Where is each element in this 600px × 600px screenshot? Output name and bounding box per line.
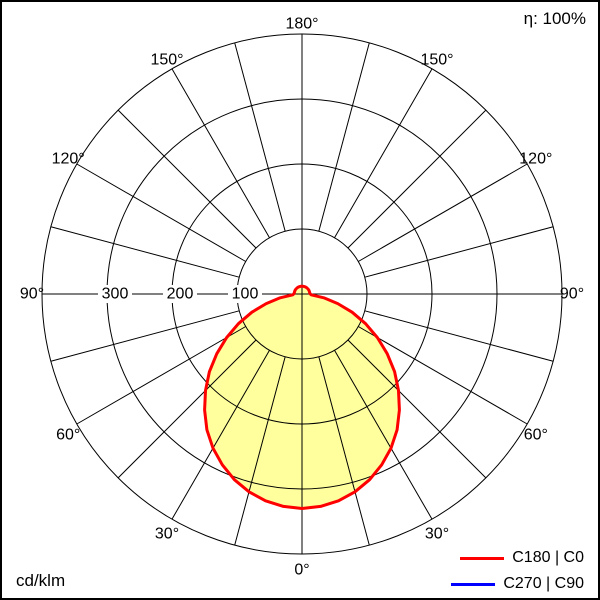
grid-spoke xyxy=(358,163,528,262)
radial-tick-bg xyxy=(163,285,197,303)
angle-label: 60° xyxy=(524,427,548,444)
radial-tick-bg xyxy=(228,285,262,303)
grid-spoke xyxy=(171,68,270,238)
legend-line-c270-c90-icon xyxy=(451,582,496,586)
radial-tick-label: 200 xyxy=(167,286,194,303)
grid-spoke xyxy=(364,226,554,278)
angle-label: 90° xyxy=(20,286,44,303)
radial-tick-label: 300 xyxy=(102,286,129,303)
grid-spoke xyxy=(50,310,240,362)
legend-label-c180-c0: C180 | C0 xyxy=(512,549,584,566)
angle-label: 120° xyxy=(52,151,85,168)
legend-item-c270-c90: C270 | C90 xyxy=(451,573,584,595)
grid-spoke xyxy=(234,356,286,546)
radial-tick-label: 100 xyxy=(232,286,259,303)
angle-label: 180° xyxy=(285,16,318,33)
grid-spoke xyxy=(347,339,487,479)
grid-spoke xyxy=(117,339,257,479)
grid-spoke xyxy=(334,68,433,238)
legend-label-c270-c90: C270 | C90 xyxy=(503,575,584,592)
legend-item-c180-c0: C180 | C0 xyxy=(451,547,584,569)
efficiency-label: η: 100% xyxy=(523,9,586,28)
grid-spoke xyxy=(234,42,286,232)
grid-spoke xyxy=(171,350,270,520)
radial-tick-bg xyxy=(98,285,132,303)
angle-label: 150° xyxy=(150,52,183,69)
legend: C180 | C0 C270 | C90 xyxy=(451,547,584,595)
grid-spoke xyxy=(76,163,246,262)
grid-spoke xyxy=(318,356,370,546)
grid-spoke xyxy=(50,226,240,278)
angle-label: 90° xyxy=(560,286,584,303)
grid-spoke xyxy=(334,350,433,520)
angle-label: 150° xyxy=(420,52,453,69)
grid-spoke xyxy=(76,326,246,425)
angle-label: 30° xyxy=(155,525,179,542)
angle-label: 120° xyxy=(519,151,552,168)
grid-spoke xyxy=(347,109,487,249)
grid-spoke xyxy=(117,109,257,249)
grid-spoke xyxy=(358,326,528,425)
grid-spoke xyxy=(364,310,554,362)
angle-label: 60° xyxy=(56,427,80,444)
grid-spoke xyxy=(318,42,370,232)
units-label: cd/klm xyxy=(16,571,66,590)
angle-label: 0° xyxy=(294,562,309,579)
legend-line-c180-c0-icon xyxy=(460,556,505,560)
angle-label: 30° xyxy=(425,525,449,542)
c180-c0-curve xyxy=(203,284,401,510)
